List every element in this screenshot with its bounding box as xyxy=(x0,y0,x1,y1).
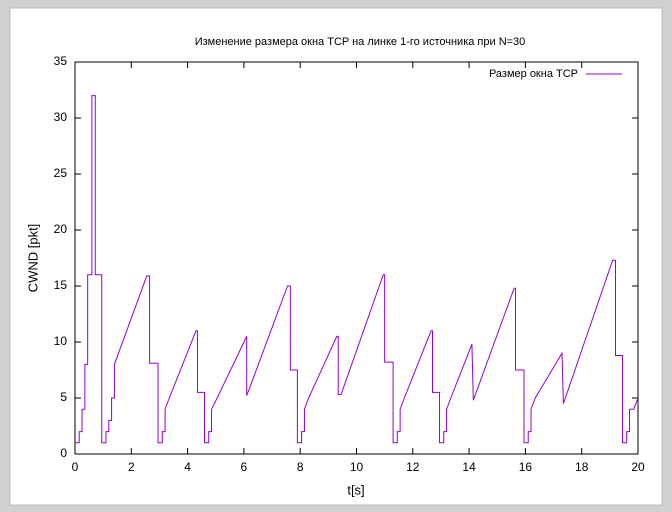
x-tick-label: 10 xyxy=(350,460,364,474)
x-axis-label: t[s] xyxy=(347,482,364,497)
y-tick-label: 25 xyxy=(54,166,68,180)
y-tick-label: 10 xyxy=(54,334,68,348)
x-tick-label: 12 xyxy=(406,460,420,474)
x-tick-label: 14 xyxy=(462,460,476,474)
x-tick-label: 0 xyxy=(72,460,79,474)
x-tick-label: 8 xyxy=(297,460,304,474)
chart-title: Изменение размера окна TCP на линке 1-го… xyxy=(195,36,526,48)
y-tick-label: 35 xyxy=(54,54,68,68)
x-tick-label: 6 xyxy=(241,460,248,474)
y-tick-label: 15 xyxy=(54,278,68,292)
y-tick-label: 20 xyxy=(54,222,68,236)
x-tick-label: 18 xyxy=(575,460,589,474)
y-tick-label: 0 xyxy=(60,446,67,460)
x-tick-label: 4 xyxy=(184,460,191,474)
chart-background xyxy=(9,7,663,506)
x-tick-label: 20 xyxy=(631,460,645,474)
y-tick-label: 5 xyxy=(60,390,67,404)
x-tick-label: 16 xyxy=(519,460,533,474)
y-axis-label: CWND [pkt] xyxy=(25,224,40,293)
legend-label: Размер окна TCP xyxy=(489,68,578,80)
y-tick-label: 30 xyxy=(54,110,68,124)
series-line xyxy=(75,95,639,444)
x-tick-label: 2 xyxy=(128,460,135,474)
